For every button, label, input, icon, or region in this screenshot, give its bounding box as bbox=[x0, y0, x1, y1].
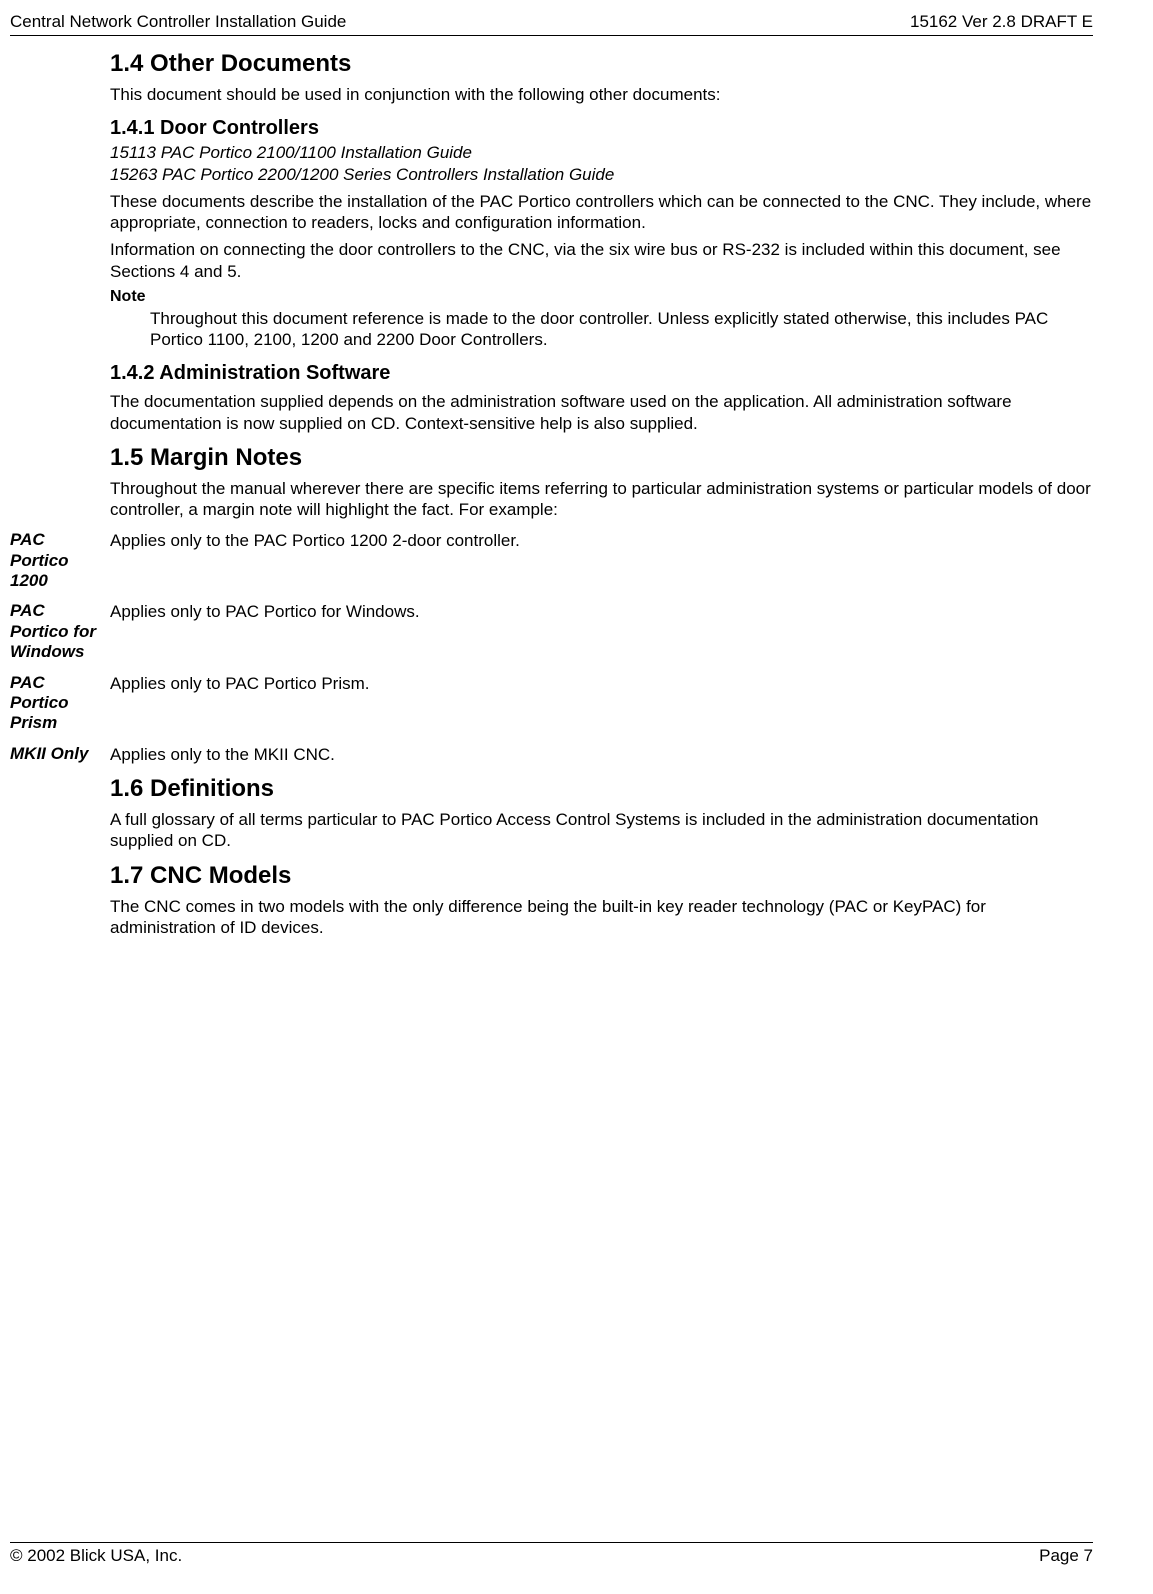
heading-1-4-1: 1.4.1 Door Controllers bbox=[110, 117, 1093, 140]
text-1-6-p1: A full glossary of all terms particular … bbox=[110, 809, 1093, 852]
margin-note-desc: Applies only to PAC Portico for Windows. bbox=[110, 601, 420, 622]
margin-note-row: PAC Portico Prism Applies only to PAC Po… bbox=[10, 673, 1093, 734]
margin-note-label: PAC Portico Prism bbox=[10, 673, 110, 734]
margin-note-label: MKII Only bbox=[10, 744, 110, 764]
heading-1-4-2: 1.4.2 Administration Software bbox=[110, 362, 1093, 385]
footer-left: © 2002 Blick USA, Inc. bbox=[10, 1546, 182, 1566]
heading-1-4: 1.4 Other Documents bbox=[110, 50, 1093, 78]
heading-1-6: 1.6 Definitions bbox=[110, 775, 1093, 803]
text-1-4-1-p1: These documents describe the installatio… bbox=[110, 191, 1093, 234]
margin-note-row: MKII Only Applies only to the MKII CNC. bbox=[10, 744, 1093, 765]
margin-notes-block: PAC Portico 1200 Applies only to the PAC… bbox=[10, 530, 1093, 765]
footer-right: Page 7 bbox=[1039, 1546, 1093, 1566]
page-header: Central Network Controller Installation … bbox=[10, 12, 1093, 36]
header-left: Central Network Controller Installation … bbox=[10, 12, 346, 32]
ref-doc-1: 15113 PAC Portico 2100/1100 Installation… bbox=[110, 142, 1093, 163]
margin-note-row: PAC Portico 1200 Applies only to the PAC… bbox=[10, 530, 1093, 591]
text-1-4-1-p2: Information on connecting the door contr… bbox=[110, 239, 1093, 282]
text-1-5-intro: Throughout the manual wherever there are… bbox=[110, 478, 1093, 521]
margin-note-desc: Applies only to the MKII CNC. bbox=[110, 744, 335, 765]
section-1-4: 1.4 Other Documents This document should… bbox=[10, 50, 1093, 520]
margin-note-desc: Applies only to the PAC Portico 1200 2-d… bbox=[110, 530, 520, 551]
page-container: Central Network Controller Installation … bbox=[0, 0, 1153, 1594]
heading-1-7: 1.7 CNC Models bbox=[110, 862, 1093, 890]
ref-doc-2: 15263 PAC Portico 2200/1200 Series Contr… bbox=[110, 164, 1093, 185]
margin-note-label: PAC Portico for Windows bbox=[10, 601, 110, 662]
note-body: Throughout this document reference is ma… bbox=[150, 308, 1093, 351]
text-1-4-2-p1: The documentation supplied depends on th… bbox=[110, 391, 1093, 434]
note-label: Note bbox=[110, 288, 1093, 306]
page-footer: © 2002 Blick USA, Inc. Page 7 bbox=[10, 1542, 1093, 1566]
heading-1-5: 1.5 Margin Notes bbox=[110, 444, 1093, 472]
margin-note-label: PAC Portico 1200 bbox=[10, 530, 110, 591]
text-1-4-intro: This document should be used in conjunct… bbox=[110, 84, 1093, 105]
margin-note-row: PAC Portico for Windows Applies only to … bbox=[10, 601, 1093, 662]
text-1-7-p1: The CNC comes in two models with the onl… bbox=[110, 896, 1093, 939]
margin-note-desc: Applies only to PAC Portico Prism. bbox=[110, 673, 370, 694]
header-right: 15162 Ver 2.8 DRAFT E bbox=[910, 12, 1093, 32]
section-1-6-onward: 1.6 Definitions A full glossary of all t… bbox=[10, 775, 1093, 938]
